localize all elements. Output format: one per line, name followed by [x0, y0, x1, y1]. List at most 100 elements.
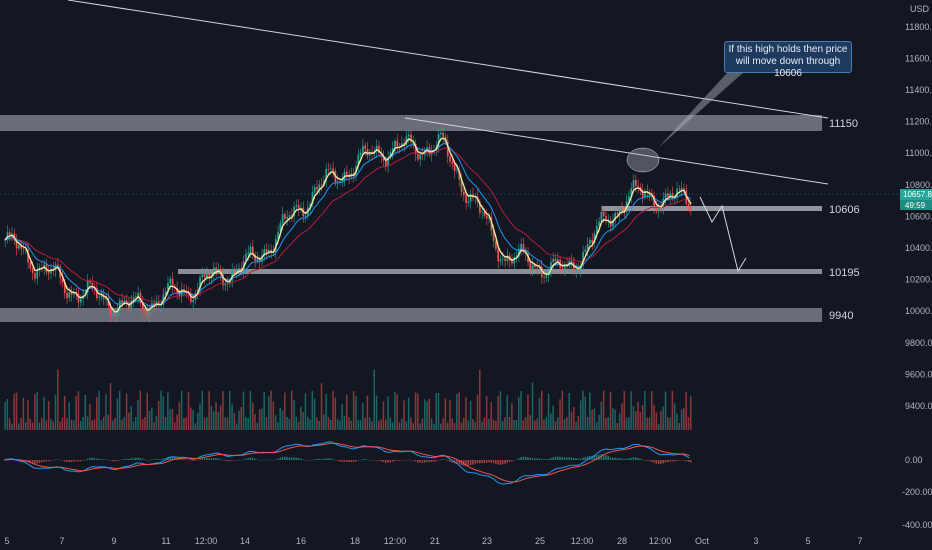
volume-bar	[417, 393, 419, 430]
candle	[522, 243, 525, 252]
candle	[153, 303, 156, 306]
osc-histogram-bar	[300, 458, 302, 460]
volume-bar	[307, 416, 309, 430]
volume-bar	[130, 406, 132, 430]
candle	[485, 215, 488, 219]
candle	[11, 233, 13, 236]
candle	[235, 270, 238, 272]
volume-bar	[79, 420, 82, 430]
osc-histogram-bar	[311, 459, 314, 461]
candle	[394, 140, 396, 149]
zone-11150	[0, 115, 822, 131]
candle	[602, 211, 605, 216]
candle	[520, 243, 522, 249]
osc-histogram-bar	[412, 460, 415, 461]
volume-bar	[531, 382, 534, 430]
candle	[332, 168, 334, 172]
osc-histogram-bar	[653, 460, 655, 463]
osc-histogram-bar	[602, 454, 605, 460]
long-trendline[interactable]	[67, 0, 829, 119]
volume-bar	[281, 410, 284, 430]
volume-bar	[288, 418, 291, 430]
candle	[442, 132, 445, 137]
volume-bar	[520, 390, 522, 430]
volume-bar	[474, 421, 476, 430]
osc-histogram-bar	[118, 459, 121, 461]
volume-bar	[128, 412, 130, 430]
osc-histogram-bar	[355, 460, 357, 462]
volume-bar	[247, 417, 249, 430]
osc-histogram-bar	[68, 460, 71, 463]
volume-bar	[550, 413, 552, 430]
osc-histogram-bar	[646, 460, 648, 461]
osc-histogram-bar	[495, 460, 497, 464]
candle	[586, 244, 589, 250]
time-tick-label: 12:00	[384, 536, 407, 546]
candle	[233, 270, 236, 272]
candle	[15, 240, 18, 249]
candle	[462, 191, 465, 196]
osc-histogram-bar	[550, 457, 552, 460]
osc-histogram-bar	[245, 458, 247, 460]
osc-histogram-bar	[178, 458, 181, 460]
candle	[497, 249, 500, 262]
volume-bar	[50, 419, 52, 430]
osc-tick-2: -400.00	[902, 520, 932, 530]
candle	[618, 208, 621, 214]
volume-bar	[34, 394, 36, 430]
volume-bar	[389, 417, 392, 430]
volume-bar	[43, 396, 45, 430]
volume-bar	[279, 407, 281, 430]
osc-histogram-bar	[318, 458, 320, 460]
osc-histogram-bar	[499, 460, 502, 465]
price-tick-label: 11400.00	[905, 85, 932, 95]
osc-histogram-bar	[290, 457, 293, 460]
volume-bar	[506, 395, 509, 430]
candle	[105, 297, 107, 300]
time-tick-label: 28	[617, 536, 627, 546]
osc-histogram-bar	[552, 457, 554, 460]
volume-bar	[476, 394, 479, 430]
osc-histogram-bar	[139, 458, 142, 460]
candle	[229, 280, 231, 285]
osc-histogram-bar	[75, 460, 77, 462]
candle	[426, 147, 428, 150]
volume-bar	[68, 402, 71, 430]
short-trendline[interactable]	[404, 117, 829, 185]
candle	[70, 291, 73, 295]
osc-histogram-bar	[678, 460, 681, 461]
volume-bar	[63, 395, 66, 430]
candle	[561, 267, 564, 269]
candle	[281, 214, 284, 224]
candle	[595, 226, 598, 234]
candle	[63, 282, 66, 293]
osc-histogram-bar	[465, 460, 467, 467]
volume-bar	[226, 417, 229, 430]
osc-histogram-bar	[490, 460, 492, 463]
volume-bar	[151, 407, 153, 430]
time-tick-label: 14	[240, 536, 250, 546]
candle	[673, 197, 676, 199]
volume-bar	[201, 390, 204, 430]
volume-bar	[261, 408, 263, 430]
volume-bar	[387, 396, 389, 430]
price-tick-label: 10200.00	[905, 275, 932, 285]
candle	[245, 253, 247, 262]
osc-histogram-bar	[274, 459, 277, 460]
projection-path[interactable]	[699, 196, 747, 273]
candle	[155, 300, 158, 306]
candle	[575, 269, 578, 272]
candle	[20, 245, 23, 249]
time-tick-label: 21	[430, 536, 440, 546]
osc-histogram-bar	[343, 460, 346, 462]
volume-bar	[469, 400, 472, 430]
candle	[73, 293, 75, 295]
volume-bar	[29, 418, 32, 430]
annotation-callout[interactable]: If this high holds then price will move …	[724, 41, 852, 79]
osc-histogram-bar	[47, 460, 50, 462]
volume-bar	[107, 414, 109, 430]
high-highlight[interactable]	[626, 147, 660, 173]
osc-histogram-bar	[570, 457, 573, 460]
osc-histogram-bar	[224, 460, 226, 461]
